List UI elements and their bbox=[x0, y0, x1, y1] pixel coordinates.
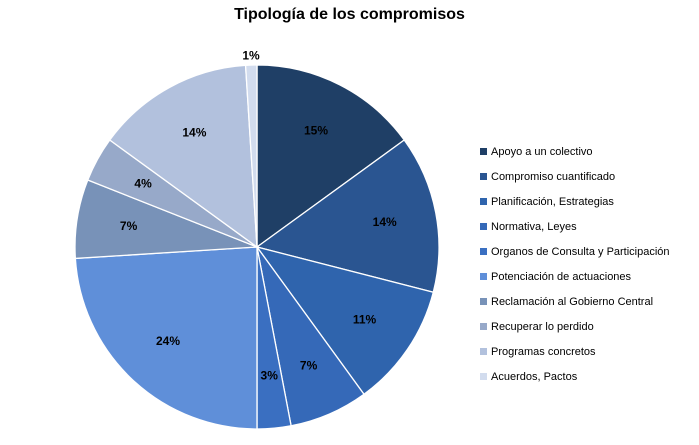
legend-item: Compromiso cuantificado bbox=[480, 164, 690, 189]
pie-slice bbox=[255, 245, 435, 396]
slice-percent-label: 15% bbox=[304, 123, 328, 137]
legend-item: Potenciación de actuaciones bbox=[480, 264, 690, 289]
legend-item: Planificación, Estrategias bbox=[480, 189, 690, 214]
legend-swatch bbox=[480, 148, 487, 155]
legend-swatch bbox=[480, 323, 487, 330]
legend-swatch bbox=[480, 173, 487, 180]
slice-percent-label: 11% bbox=[353, 312, 377, 326]
slice-percent-label: 14% bbox=[373, 215, 397, 229]
legend-item: Acuerdos, Pactos bbox=[480, 364, 690, 389]
pie-slice bbox=[255, 139, 440, 294]
legend-label: Planificación, Estrategias bbox=[491, 195, 614, 208]
legend-label: Organos de Consulta y Participación bbox=[491, 245, 670, 258]
legend-swatch bbox=[480, 348, 487, 355]
chart-legend: Apoyo a un colectivo Compromiso cuantific… bbox=[480, 139, 690, 389]
legend-item: Organos de Consulta y Participación bbox=[480, 239, 690, 264]
legend-swatch bbox=[480, 373, 487, 380]
slice-percent-label: 7% bbox=[120, 219, 138, 233]
legend-item: Reclamación al Gobierno Central bbox=[480, 289, 690, 314]
slice-percent-label: 14% bbox=[182, 125, 206, 139]
legend-swatch bbox=[480, 198, 487, 205]
chart-title: Tipología de los compromisos bbox=[234, 6, 465, 23]
legend-item: Programas concretos bbox=[480, 339, 690, 364]
legend-item: Recuperar lo perdido bbox=[480, 314, 690, 339]
legend-label: Potenciación de actuaciones bbox=[491, 270, 632, 283]
legend-label: Recuperar lo perdido bbox=[491, 320, 594, 333]
legend-swatch bbox=[480, 298, 487, 305]
legend-swatch bbox=[480, 248, 487, 255]
legend-label: Programas concretos bbox=[491, 345, 596, 358]
legend-swatch bbox=[480, 223, 487, 230]
legend-label: Compromiso cuantificado bbox=[491, 170, 616, 183]
pie-slice bbox=[256, 64, 406, 249]
slice-percent-label: 3% bbox=[261, 369, 279, 383]
pie-slice bbox=[108, 64, 258, 249]
legend-swatch bbox=[480, 273, 487, 280]
legend-label: Reclamación al Gobierno Central bbox=[491, 295, 654, 308]
legend-label: Normativa, Leyes bbox=[491, 220, 577, 233]
slice-percent-label: 24% bbox=[156, 334, 180, 348]
legend-item: Apoyo a un colectivo bbox=[480, 139, 690, 164]
pie-slice bbox=[74, 246, 258, 430]
slice-percent-label: 7% bbox=[300, 358, 318, 372]
pie-slice bbox=[244, 64, 258, 248]
slice-percent-label: 4% bbox=[134, 177, 152, 191]
legend-label: Apoyo a un colectivo bbox=[491, 145, 593, 158]
slice-percent-label: 1% bbox=[242, 48, 260, 62]
legend-item: Normativa, Leyes bbox=[480, 214, 690, 239]
legend-label: Acuerdos, Pactos bbox=[491, 370, 578, 383]
